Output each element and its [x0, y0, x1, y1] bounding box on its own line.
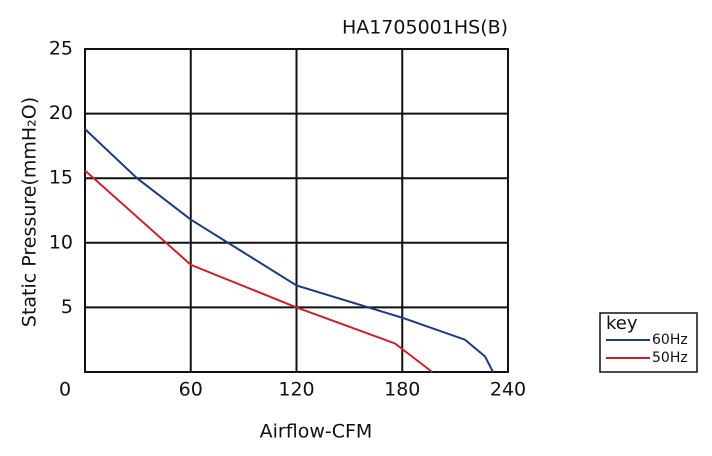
legend-title: key — [606, 313, 638, 334]
y-tick-label: 5 — [61, 296, 73, 318]
series-line — [84, 128, 494, 373]
legend-label: 60Hz — [652, 332, 688, 348]
x-axis-label: Airflow-CFM — [260, 421, 373, 443]
chart-title: HA1705001HS(B) — [342, 17, 508, 39]
plot-frame — [84, 48, 509, 373]
x-tick-label: 180 — [384, 379, 420, 401]
series-line — [84, 169, 433, 373]
x-tick-label: 60 — [179, 379, 203, 401]
y-tick-label: 20 — [49, 102, 73, 124]
legend-box — [599, 312, 698, 373]
y-tick-label: 25 — [49, 38, 73, 60]
legend-label: 50Hz — [652, 350, 688, 366]
x-tick-label: 240 — [490, 379, 526, 401]
x-tick-label: 0 — [59, 379, 71, 401]
x-tick-label: 120 — [278, 379, 314, 401]
y-axis-label: Static Pressure(mmH₂O) — [19, 97, 41, 327]
y-tick-label: 15 — [49, 167, 73, 189]
y-tick-label: 10 — [49, 231, 73, 253]
